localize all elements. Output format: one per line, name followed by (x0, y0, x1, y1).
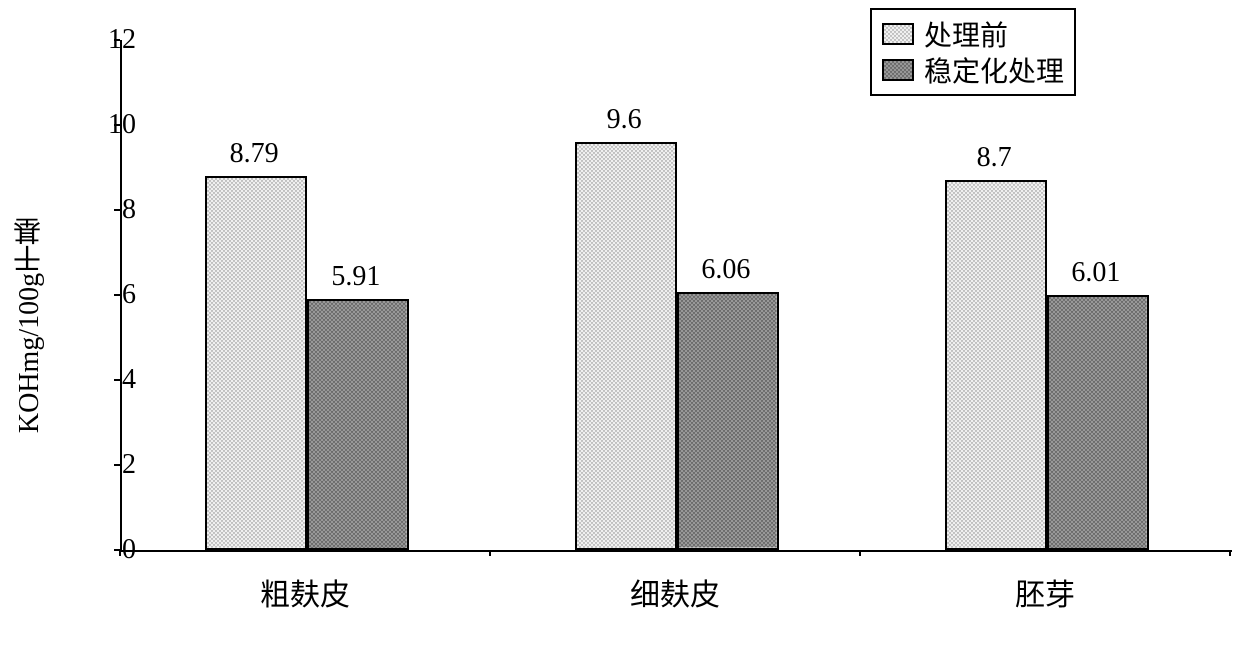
x-tick-mark (859, 550, 861, 556)
x-category-label: 胚芽 (1015, 570, 1075, 614)
bar-value-label: 6.01 (1071, 257, 1120, 289)
plot-area (120, 40, 1232, 552)
bar-value-label: 5.91 (331, 261, 380, 293)
bar (575, 142, 677, 550)
bar-value-label: 6.06 (701, 254, 750, 286)
legend-item: 稳定化处理 (882, 52, 1064, 88)
x-tick-mark (119, 550, 121, 556)
bar (205, 176, 307, 550)
legend-swatch (882, 59, 914, 81)
bar (677, 292, 779, 550)
x-tick-mark (489, 550, 491, 556)
legend-label: 处理前 (924, 14, 1008, 54)
bar (307, 299, 409, 550)
x-tick-mark (1229, 550, 1231, 556)
legend-item: 处理前 (882, 16, 1064, 52)
bar (1047, 295, 1149, 550)
y-axis-label: KOHmg/100g干基 (10, 217, 50, 433)
legend-label: 稳定化处理 (924, 50, 1064, 90)
legend-swatch (882, 23, 914, 45)
x-category-label: 粗麸皮 (260, 570, 350, 614)
bar-value-label: 9.6 (607, 104, 642, 136)
bar-value-label: 8.79 (230, 138, 279, 170)
bar-value-label: 8.7 (977, 142, 1012, 174)
bar (945, 180, 1047, 550)
legend: 处理前稳定化处理 (870, 8, 1076, 96)
x-category-label: 细麸皮 (630, 570, 720, 614)
bar-chart: KOHmg/100g干基 024681012 粗麸皮细麸皮胚芽 处理前稳定化处理… (0, 0, 1256, 650)
